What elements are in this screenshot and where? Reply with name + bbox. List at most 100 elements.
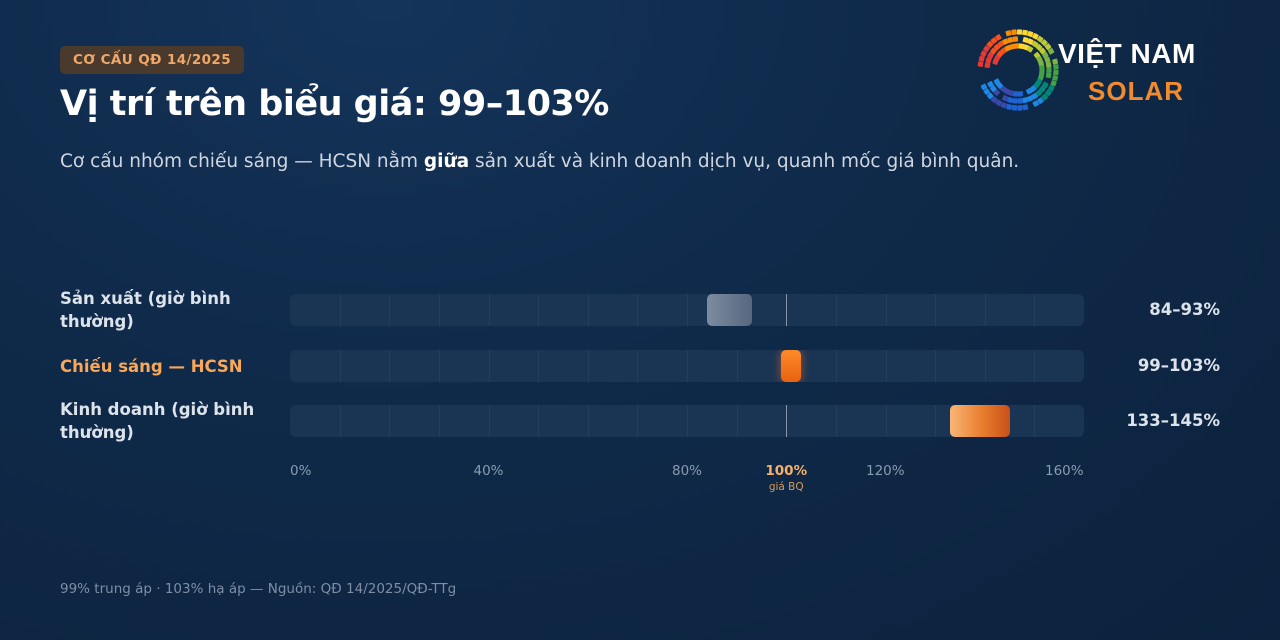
logo-cell [1035,43,1043,51]
track-gridline [687,405,688,437]
logo-cell [1025,87,1033,95]
logo-cell [993,43,1001,51]
track-gridline [587,294,589,326]
logo-cell [1022,29,1028,36]
track-gridline [339,405,341,437]
track-gridline [538,405,540,437]
logo-cell [1044,89,1052,97]
section-badge: CƠ CẤU QĐ 14/2025 [60,46,244,74]
logo-cell [1009,43,1015,50]
logo-text-vietnam: VIỆT NAM [1058,38,1196,69]
logo-cell [980,50,987,57]
track-gridline [488,294,490,326]
axis-tick-label: 40% [473,463,504,479]
logo-cell [1052,58,1059,65]
logo-cell [986,41,994,48]
track-gridline [389,405,391,437]
track-gridline [587,405,589,437]
logo-cell [1016,29,1023,35]
range-track [290,350,1084,382]
track-gridline [587,350,589,382]
track-gridline [736,405,738,437]
logo-cell [980,83,988,91]
logo-cell [1018,43,1025,50]
logo-cell [1026,45,1034,53]
row-label: Sản xuất (giờ bình thường) [60,289,231,331]
logo-cell [1041,93,1049,101]
row-value-label: 84–93% [1149,300,1220,319]
logo-cell [1036,35,1044,43]
logo-cell [1039,70,1045,76]
range-bar [706,294,752,326]
track-gridline [687,350,688,382]
subtitle-text-end: sản xuất và kinh doanh dịch vụ, quanh mố… [469,151,1020,172]
logo-cell [1011,105,1018,111]
range-bar [781,350,802,382]
track-gridline [935,405,937,437]
logo-cell [1048,85,1055,92]
track-gridline [438,405,440,437]
logo-cell [1045,62,1052,68]
logo-cell [993,89,1001,96]
logo-cell [1022,97,1029,104]
logo-cell [1022,104,1029,111]
logo-cell [1053,64,1059,70]
range-bar [950,405,1010,437]
logo-cell [1000,102,1007,109]
logo-cell [1040,39,1048,46]
track-gridline [1034,294,1036,326]
row-value-label: 99–103% [1137,356,1220,375]
vietnam-solar-logo-icon [977,29,1059,111]
axis-tick-label: 80% [672,463,703,479]
reference-line [786,405,788,437]
logo-cell [1013,43,1020,49]
track-gridline [488,350,490,382]
logo-cell [1041,81,1049,89]
logo-cell [1006,103,1012,110]
logo-cell [1039,47,1046,55]
page-subtitle: Cơ cấu nhóm chiếu sáng — HCSN nằm giữa s… [60,146,1020,177]
logo-cell [1011,29,1017,35]
track-gridline [935,350,937,382]
track-gridline [835,405,837,437]
logo-cell [1038,60,1045,67]
logo-cell [1046,67,1052,73]
logo-cell [1047,48,1055,55]
track-gridline [637,294,639,326]
logo-cell [1031,40,1039,48]
track-gridline [1034,350,1036,382]
logo-cell [990,37,998,44]
logo-cell [1037,74,1044,81]
track-gridline [786,294,788,326]
track-gridline [935,294,937,326]
range-track [290,294,1084,326]
track-gridline [538,350,540,382]
axis-tick-reference: 100% giá BQ [756,463,816,493]
range-track [290,405,1084,437]
track-gridline [885,294,887,326]
logo-cell [983,45,990,53]
logo-cell [987,52,994,59]
track-gridline [339,294,341,326]
logo-cell [1017,98,1023,104]
logo-cell [985,57,992,64]
logo-cell [995,99,1003,107]
logo-cell [1002,38,1009,45]
track-gridline [835,294,837,326]
logo-cell [995,34,1002,41]
logo-cell [1037,97,1044,105]
logo-cell [997,40,1005,48]
logo-cell [983,88,991,95]
subtitle-emphasis: giữa [423,151,470,172]
subtitle-text-start: Cơ cấu nhóm chiếu sáng — HCSN nằm [60,151,424,172]
logo-cell [1012,36,1019,42]
track-gridline [389,294,391,326]
logo-cell [990,47,997,55]
logo-cell [1035,89,1043,97]
row-label: Kinh doanh (giờ bình thường) [60,400,255,442]
logo-cell [1050,80,1057,87]
logo-cell [984,62,991,69]
logo-cell [1036,55,1043,63]
logo-cell [1032,32,1039,40]
track-gridline [984,350,986,382]
